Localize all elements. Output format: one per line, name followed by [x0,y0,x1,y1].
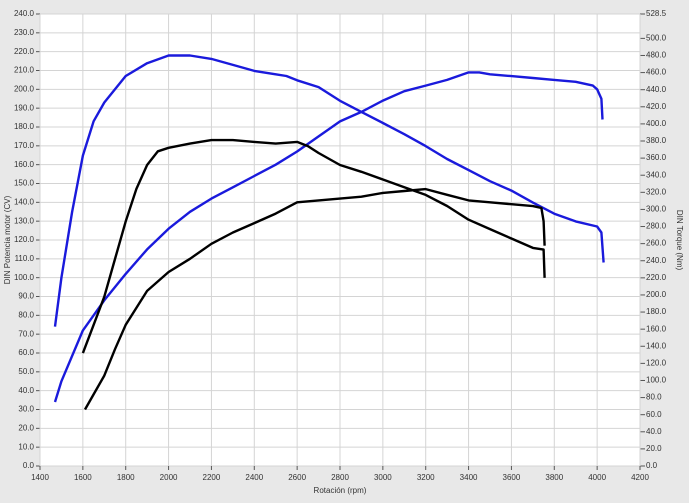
y-axis-label: DIN Potencia motor (CV) [3,195,12,284]
y-tick-label: 170.0 [14,141,35,150]
y2-tick-label: 280.0 [646,222,667,231]
y-tick-label: 90.0 [18,292,34,301]
y2-tick-label: 440.0 [646,85,667,94]
y2-tick-label: 20.0 [646,444,662,453]
y2-tick-label: 140.0 [646,341,667,350]
series-line [53,71,604,403]
y2-tick-label: 240.0 [646,256,667,265]
x-tick-label: 2800 [331,473,349,482]
x-tick-label: 2400 [245,473,263,482]
x-tick-label: 4200 [631,473,649,482]
y-tick-label: 70.0 [18,329,34,338]
x-tick-label: 1400 [31,473,49,482]
y2-tick-label: 420.0 [646,102,667,111]
x-tick-label: 3400 [460,473,478,482]
y2-tick-label: 380.0 [646,136,667,145]
x-tick-label: 2600 [288,473,306,482]
y2-axis-label: DIN Torque (Nm) [675,210,684,271]
y-tick-label: 30.0 [18,405,34,414]
y-tick-label: 200.0 [14,84,35,93]
y-tick-label: 100.0 [14,273,35,282]
x-tick-label: 2200 [203,473,221,482]
y2-tick-label: 100.0 [646,376,667,385]
x-tick-label: 3600 [503,473,521,482]
y-tick-label: 180.0 [14,122,35,131]
y2-tick-label: 300.0 [646,205,667,214]
y2-tick-label: 200.0 [646,290,667,299]
y-tick-label: 80.0 [18,310,34,319]
y2-tick-label: 0.0 [646,461,658,470]
y2-tick-label: 120.0 [646,358,667,367]
y-tick-label: 50.0 [18,367,34,376]
y-tick-label: 130.0 [14,216,35,225]
x-tick-label: 1600 [74,473,92,482]
y2-tick-label: 60.0 [646,410,662,419]
y-tick-label: 240.0 [14,9,35,18]
y-tick-label: 40.0 [18,386,34,395]
y2-tick-label: 320.0 [646,187,667,196]
y-tick-label: 190.0 [14,103,35,112]
y-tick-label: 140.0 [14,197,35,206]
y-tick-label: 220.0 [14,47,35,56]
y2-tick-label: 40.0 [646,427,662,436]
x-axis-label: Rotación (rpm) [314,486,367,495]
x-tick-label: 3000 [374,473,392,482]
y-tick-label: 20.0 [18,423,34,432]
y-tick-label: 210.0 [14,66,35,75]
y2-tick-label: 80.0 [646,393,662,402]
y-tick-label: 120.0 [14,235,35,244]
y-tick-label: 230.0 [14,28,35,37]
series-line [81,138,546,354]
x-tick-label: 1800 [117,473,135,482]
y2-tick-label: 260.0 [646,239,667,248]
x-tick-label: 4000 [588,473,606,482]
y2-tick-label: 360.0 [646,153,667,162]
y2-tick-label: 500.0 [646,33,667,42]
y2-tick-label: 180.0 [646,307,667,316]
y-tick-label: 150.0 [14,179,35,188]
y2-tick-label: 480.0 [646,51,667,60]
y2-tick-label: 400.0 [646,119,667,128]
x-tick-label: 2000 [160,473,178,482]
series-line [83,187,546,411]
x-tick-label: 3200 [417,473,435,482]
y-tick-label: 60.0 [18,348,34,357]
y-tick-label: 160.0 [14,160,35,169]
series-line [53,54,605,327]
x-tick-label: 3800 [545,473,563,482]
y2-tick-label: 340.0 [646,170,667,179]
y-tick-label: 10.0 [18,442,34,451]
y2-tick-label: 460.0 [646,68,667,77]
y2-tick-label: 160.0 [646,324,667,333]
y2-tick-label: 528.5 [646,9,667,18]
y-tick-label: 0.0 [23,461,35,470]
y2-tick-label: 220.0 [646,273,667,282]
y-tick-label: 110.0 [15,254,35,263]
